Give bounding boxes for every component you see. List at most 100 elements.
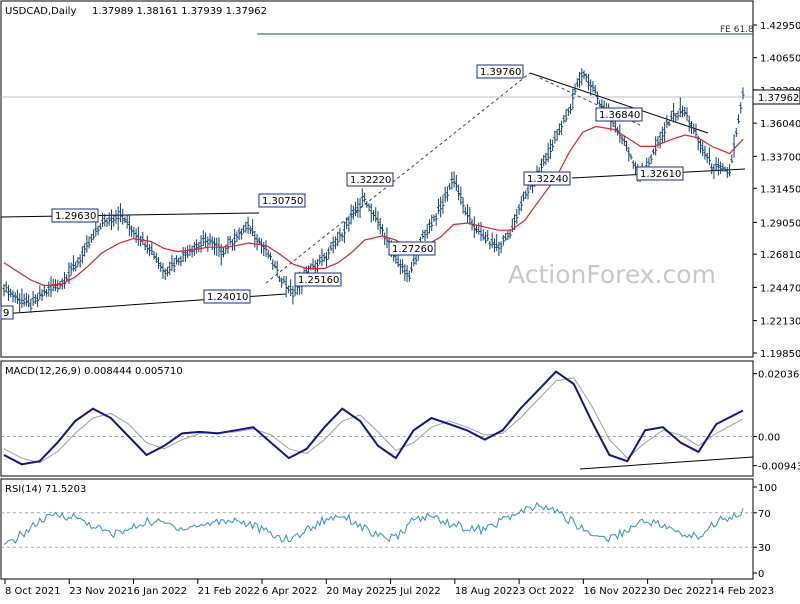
price-bar [405, 265, 409, 283]
price-bar [275, 260, 279, 277]
price-bar [118, 203, 122, 223]
price-bar [481, 229, 485, 241]
price-bar [439, 196, 443, 218]
price-bar [703, 145, 707, 160]
label-1-32220: 1.32220 [346, 172, 394, 187]
price-bar [268, 252, 272, 261]
price-bar [519, 196, 523, 212]
price-bar [356, 197, 360, 218]
price-bar [331, 236, 335, 254]
price-bar [486, 229, 490, 242]
price-bar [497, 241, 501, 257]
svg-text:1.39760: 1.39760 [480, 67, 521, 78]
svg-text:1.37962: 1.37962 [758, 93, 799, 104]
svg-text:1.30750: 1.30750 [262, 196, 303, 207]
price-bar [277, 275, 281, 283]
price-tick-label: 1.19850 [760, 349, 800, 360]
price-bar [737, 114, 741, 124]
label-partial-left: 9 [0, 305, 14, 320]
price-bar [504, 232, 508, 241]
price-bar [403, 264, 407, 282]
price-bar [719, 161, 723, 174]
price-bar [669, 110, 673, 122]
price-bar [94, 222, 98, 237]
date-tick-label: 5 Jul 2022 [391, 586, 441, 597]
price-bar [98, 223, 102, 230]
price-bar [517, 203, 521, 216]
price-bar [273, 260, 277, 269]
price-bar [24, 292, 28, 307]
price-tick-label: 1.36040 [760, 119, 800, 130]
price-bar [107, 212, 111, 226]
price-bar [665, 115, 669, 128]
svg-text:1.27260: 1.27260 [392, 244, 433, 255]
price-bar [380, 224, 384, 236]
price-bar [18, 293, 22, 313]
sma-line [3, 125, 744, 287]
price-bar [27, 294, 31, 308]
price-bar [80, 246, 84, 264]
price-bar [546, 142, 550, 163]
price-bar [457, 184, 461, 201]
price-bar [571, 88, 575, 110]
price-bar [199, 235, 203, 253]
price-bar [29, 298, 33, 313]
price-bar [526, 184, 530, 200]
price-bar [197, 241, 201, 253]
price-bar [42, 284, 46, 296]
price-bar [683, 106, 687, 117]
price-bar [434, 213, 438, 226]
price-bar [183, 247, 187, 262]
price-bar [125, 215, 129, 229]
price-tick-label: 1.33700 [760, 152, 800, 163]
label-1-27260: 1.27260 [388, 241, 436, 256]
price-bar [246, 216, 250, 235]
price-bar [282, 275, 286, 284]
rsi-line [3, 501, 744, 545]
price-bar [157, 256, 161, 269]
price-bar [351, 205, 355, 220]
price-bar [114, 209, 118, 224]
price-bars [2, 68, 745, 313]
price-bar [289, 279, 293, 297]
price-bar [320, 248, 324, 267]
price-bar [2, 284, 6, 297]
price-bar [739, 102, 743, 114]
price-bar [557, 123, 561, 136]
price-bar [83, 243, 87, 257]
price-bar [49, 276, 53, 298]
price-bar [316, 259, 320, 273]
price-bar [367, 203, 371, 212]
rsi-tick-label: 30 [758, 543, 771, 554]
price-bar [358, 198, 362, 218]
price-bar [468, 207, 472, 225]
svg-text:1.32240: 1.32240 [527, 174, 568, 185]
price-bar [647, 157, 651, 169]
price-bar [398, 259, 402, 275]
price-bar [96, 225, 100, 236]
price-tick-label: 1.40650 [760, 54, 800, 65]
price-bar [421, 229, 425, 239]
price-bar [76, 257, 80, 268]
price-bar [454, 174, 458, 191]
price-bar [499, 241, 503, 254]
date-tick-label: 3 Oct 2022 [519, 586, 574, 597]
price-bar [349, 204, 353, 225]
price-bar [174, 255, 178, 265]
date-tick-label: 6 Jan 2022 [134, 586, 188, 597]
price-bar [78, 254, 82, 268]
price-bar [432, 214, 436, 222]
price-bar [195, 239, 199, 254]
price-bar [678, 97, 682, 118]
price-bar [181, 246, 185, 263]
price-bar [123, 216, 127, 224]
rsi-tick-label: 100 [758, 483, 777, 494]
price-bar [112, 214, 116, 227]
price-bar [291, 285, 295, 305]
price-bar [475, 224, 479, 234]
price-bar [31, 290, 35, 306]
price-bar [555, 129, 559, 141]
price-bar [284, 276, 288, 298]
price-bar [103, 213, 107, 227]
chart-symbol: USDCAD,Daily [5, 6, 76, 17]
